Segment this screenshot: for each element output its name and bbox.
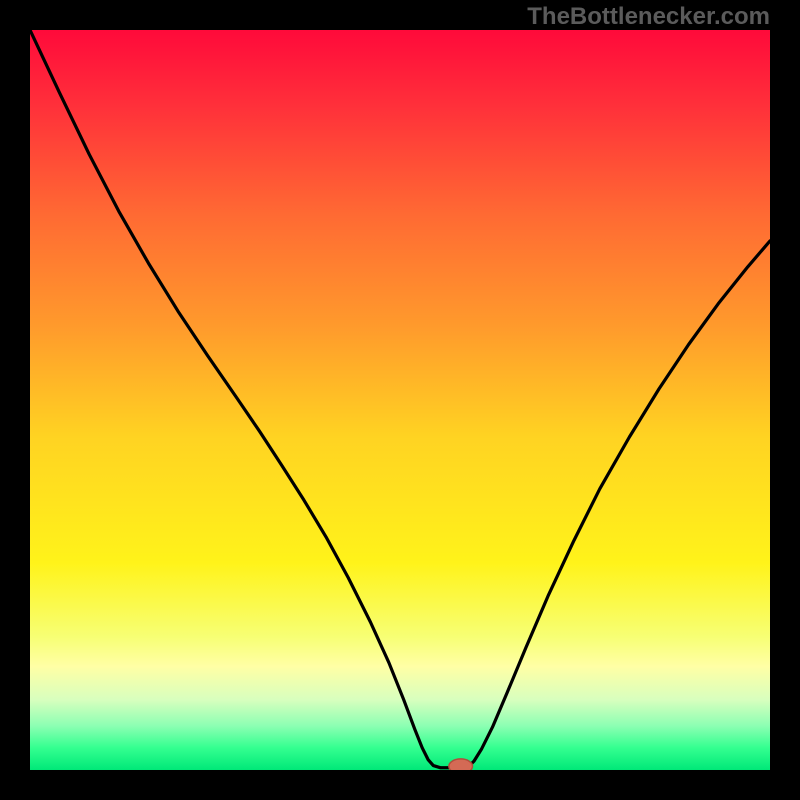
- optimal-point-marker: [449, 759, 473, 770]
- bottleneck-curve: [30, 30, 770, 768]
- watermark-text: TheBottlenecker.com: [527, 3, 770, 31]
